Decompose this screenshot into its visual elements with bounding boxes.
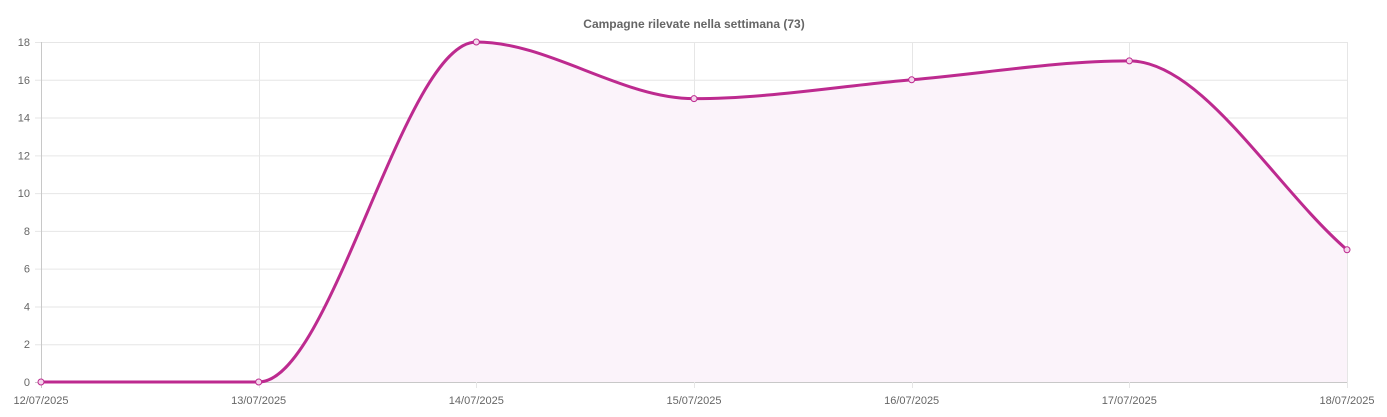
x-tick-label: 18/07/2025: [1319, 395, 1374, 407]
y-tick-label: 6: [24, 264, 30, 276]
y-tick-label: 10: [18, 188, 30, 200]
y-tick-label: 2: [24, 339, 30, 351]
data-point[interactable]: [1343, 246, 1351, 254]
x-tick-label: 13/07/2025: [231, 395, 286, 407]
data-point[interactable]: [908, 76, 916, 84]
series-area: [41, 42, 1347, 382]
y-tick-label: 4: [24, 301, 30, 313]
y-tick-label: 0: [24, 377, 30, 389]
data-point[interactable]: [37, 378, 45, 386]
data-points: [37, 38, 1351, 386]
y-tick-label: 14: [18, 113, 30, 125]
y-tick-label: 18: [18, 37, 30, 49]
data-point[interactable]: [255, 378, 263, 386]
y-tick-label: 16: [18, 75, 30, 87]
y-tick-label: 12: [18, 150, 30, 162]
x-tick-label: 15/07/2025: [666, 395, 721, 407]
x-tick-label: 12/07/2025: [13, 395, 68, 407]
y-tick-label: 8: [24, 226, 30, 238]
x-tick-label: 16/07/2025: [884, 395, 939, 407]
chart-title: Campagne rilevate nella settimana (73): [583, 17, 804, 31]
data-point[interactable]: [1125, 57, 1133, 65]
area-fill-layer: [41, 42, 1347, 382]
data-point[interactable]: [472, 38, 480, 46]
x-axis-ticks: 12/07/2025 13/07/2025 14/07/2025 15/07/2025…: [13, 395, 1374, 407]
y-axis-ticks: 0 2 4 6 8 10 12 14 16 18: [18, 37, 30, 389]
data-point[interactable]: [690, 95, 698, 103]
x-tick-label: 14/07/2025: [449, 395, 504, 407]
x-tick-label: 17/07/2025: [1102, 395, 1157, 407]
